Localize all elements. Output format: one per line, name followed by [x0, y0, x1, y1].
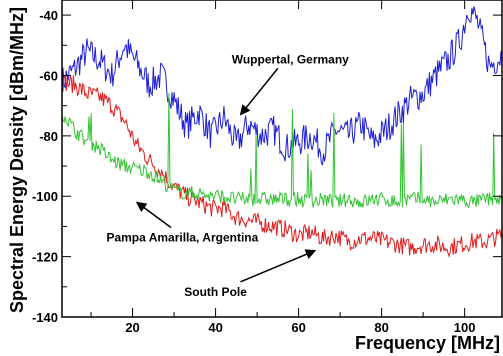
y-tick-label: -40	[39, 8, 58, 23]
y-tick-label: -120	[32, 250, 58, 265]
x-axis-label: Frequency [MHz]	[355, 333, 500, 353]
axis-ticks: 20 40 60 80 100 -140 -120 -100 -80 -60 -40	[32, 0, 502, 335]
y-axis-label: Spectral Energy Density [dBm/MHz]	[7, 7, 27, 313]
plot-frame	[61, 0, 503, 318]
annotation-label-3: South Pole	[184, 285, 247, 299]
series-line-3	[62, 93, 503, 209]
x-tick-label: 60	[291, 320, 305, 335]
annotation-arrow-1	[239, 67, 279, 116]
y-tick-label: -60	[39, 68, 58, 83]
annotation-label-2: Pampa Amarilla, Argentina	[106, 231, 258, 245]
y-tick-label: -100	[32, 189, 58, 204]
y-tick-label: -80	[39, 129, 58, 144]
x-tick-label: 40	[208, 320, 222, 335]
annotation-arrow-2	[135, 201, 172, 229]
y-tick-label: -140	[32, 310, 58, 325]
series-layer	[62, 6, 503, 258]
x-tick-label: 80	[374, 320, 388, 335]
x-tick-label: 20	[125, 320, 139, 335]
annotation-arrow-3	[240, 249, 317, 283]
series-line-2	[62, 74, 503, 258]
x-tick-label: 100	[454, 320, 476, 335]
series-line-1	[62, 6, 503, 166]
annotation-label-1: Wuppertal, Germany	[232, 52, 349, 66]
annotations: Wuppertal, Germany Pampa Amarilla, Argent…	[106, 52, 349, 298]
